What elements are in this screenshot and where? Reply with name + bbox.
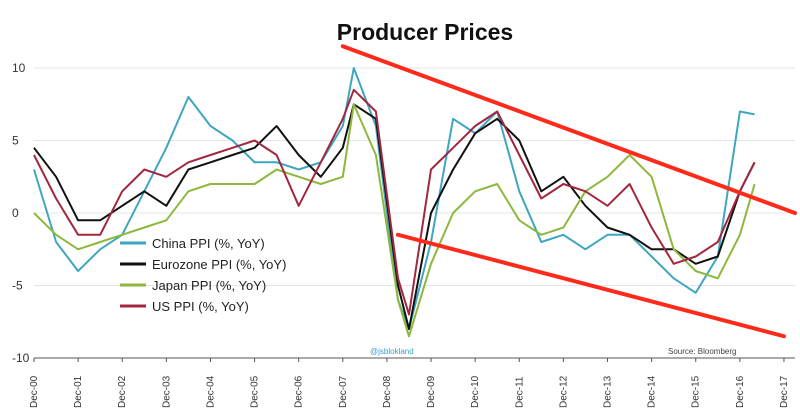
x-tick-label: Dec-09 bbox=[426, 375, 437, 408]
x-tick-label: Dec-05 bbox=[250, 375, 261, 408]
x-tick-label: Dec-16 bbox=[735, 375, 746, 408]
x-tick-label: Dec-01 bbox=[73, 375, 84, 408]
x-tick-label: Dec-03 bbox=[161, 375, 172, 408]
x-tick-label: Dec-08 bbox=[382, 375, 393, 408]
y-tick-label: -5 bbox=[12, 279, 23, 293]
legend: China PPI (%, YoY) Eurozone PPI (%, YoY) J… bbox=[120, 236, 286, 314]
grid-lines bbox=[34, 67, 795, 286]
x-tick-label: Dec-17 bbox=[779, 375, 790, 408]
x-tick-label: Dec-04 bbox=[205, 375, 216, 408]
legend-label-0: China PPI (%, YoY) bbox=[152, 236, 265, 251]
series-line-3 bbox=[33, 88, 756, 316]
trend-lines bbox=[340, 44, 797, 339]
x-tick-label: Dec-15 bbox=[691, 375, 702, 408]
trend-line-upper bbox=[340, 44, 797, 215]
source-note: Source: Bloomberg bbox=[668, 347, 736, 356]
series-line-0 bbox=[33, 67, 755, 330]
y-tick-label: 5 bbox=[12, 134, 19, 148]
x-tick-label: Dec-06 bbox=[294, 375, 305, 408]
y-tick-label: 10 bbox=[12, 61, 26, 75]
x-tick-label: Dec-00 bbox=[29, 375, 40, 408]
series-lines bbox=[33, 67, 756, 338]
x-tick-label: Dec-12 bbox=[558, 375, 569, 408]
legend-label-3: US PPI (%, YoY) bbox=[152, 299, 249, 314]
x-tick-label: Dec-13 bbox=[603, 375, 614, 408]
series-line-1 bbox=[33, 103, 756, 330]
legend-label-2: Japan PPI (%, YoY) bbox=[152, 278, 266, 293]
y-tick-label: -10 bbox=[12, 351, 30, 365]
trend-line-lower bbox=[395, 232, 786, 339]
legend-label-1: Eurozone PPI (%, YoY) bbox=[152, 257, 286, 272]
series-line-2 bbox=[33, 103, 756, 338]
author-handle: @jsblokland bbox=[370, 347, 414, 356]
x-tick-label: Dec-02 bbox=[117, 375, 128, 408]
x-tick-label: Dec-07 bbox=[338, 375, 349, 408]
y-tick-label: 0 bbox=[12, 206, 19, 220]
chart-title: Producer Prices bbox=[337, 19, 513, 45]
axes: 10 5 0 -5 -10 Dec-00 Dec-01 Dec-02 Dec-03 Dec-04 D… bbox=[12, 61, 795, 408]
x-tick-label: Dec-10 bbox=[470, 375, 481, 408]
x-tick-label: Dec-14 bbox=[647, 375, 658, 408]
x-tick-label: Dec-11 bbox=[514, 376, 525, 408]
